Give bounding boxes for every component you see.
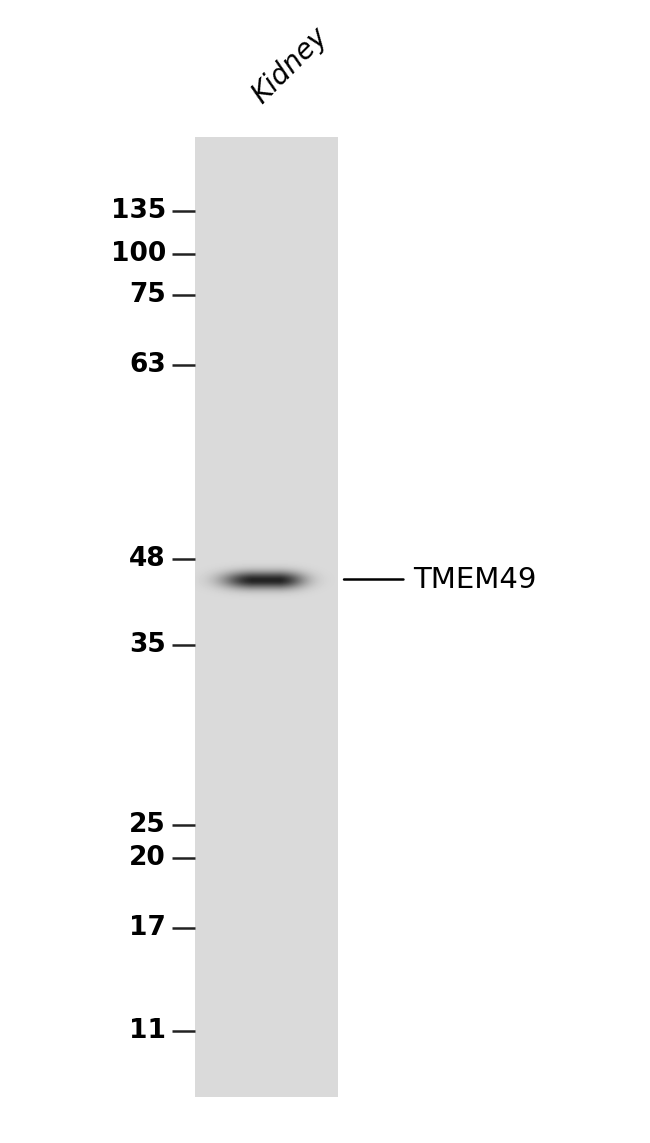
Text: TMEM49: TMEM49	[413, 566, 536, 593]
Text: 48: 48	[129, 546, 166, 572]
FancyBboxPatch shape	[195, 137, 338, 1097]
Text: 63: 63	[129, 352, 166, 377]
Text: 75: 75	[129, 282, 166, 307]
Text: 25: 25	[129, 813, 166, 838]
Text: 20: 20	[129, 846, 166, 871]
Text: 35: 35	[129, 632, 166, 657]
Text: Kidney: Kidney	[247, 22, 333, 109]
Text: 135: 135	[111, 199, 166, 224]
Text: 11: 11	[129, 1018, 166, 1044]
Text: 100: 100	[111, 241, 166, 266]
Text: 17: 17	[129, 916, 166, 941]
